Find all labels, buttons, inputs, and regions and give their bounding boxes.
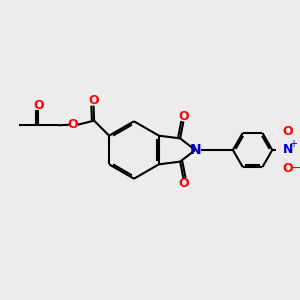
Text: O: O xyxy=(88,94,99,107)
Text: O: O xyxy=(33,99,44,112)
Text: N: N xyxy=(282,143,293,156)
Text: O: O xyxy=(178,177,189,190)
Text: +: + xyxy=(289,139,297,149)
Text: O: O xyxy=(178,110,189,123)
Text: N: N xyxy=(190,143,202,157)
Text: O: O xyxy=(282,162,293,175)
Text: O: O xyxy=(67,118,77,131)
Text: O: O xyxy=(282,125,293,138)
Text: −: − xyxy=(290,162,300,175)
